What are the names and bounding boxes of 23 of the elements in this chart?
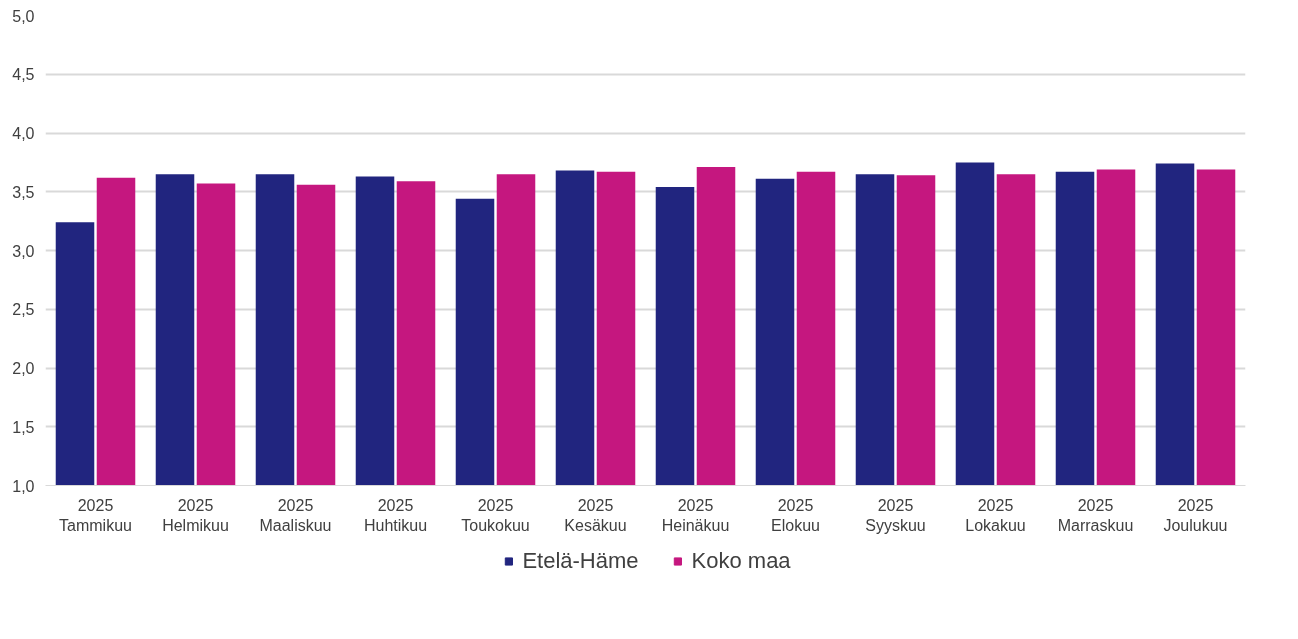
x-tick-label: 2025 Tammikuu — [59, 496, 132, 534]
x-tick-label: 2025 Toukokuu — [461, 496, 530, 534]
x-tick-label: 2025 Lokakuu — [965, 496, 1026, 534]
x-tick-label: 2025 Kesäkuu — [564, 496, 627, 534]
x-tick-label: 2025 Elokuu — [771, 496, 820, 534]
y-tick-label: 1,5 — [12, 418, 35, 436]
x-tick-label: 2025 Maaliskuu — [259, 496, 332, 534]
y-tick-label: 2,0 — [12, 360, 35, 377]
y-tick-label: 4,0 — [12, 125, 35, 142]
x-tick-label: 2025 Heinäkuu — [661, 496, 730, 534]
y-tick-label: 1,0 — [12, 477, 35, 495]
y-tick-label: 3,5 — [12, 183, 35, 201]
x-tick-label: 2025 Syyskuu — [865, 496, 926, 534]
y-tick-label: 4,5 — [12, 66, 35, 84]
y-tick-label: 5,0 — [12, 7, 35, 25]
x-tick-label: 2025 Marraskuu — [1057, 496, 1134, 534]
y-tick-label: 3,0 — [12, 242, 35, 260]
x-tick-label: 2025 Huhtikuu — [363, 496, 428, 534]
legend-label: Etelä-Häme — [522, 548, 639, 574]
x-tick-label: 2025 Joulukuu — [1163, 496, 1228, 534]
y-tick-label: 2,5 — [12, 301, 35, 319]
legend-label: Koko maa — [691, 548, 791, 574]
x-tick-label: 2025 Helmikuu — [162, 496, 229, 534]
